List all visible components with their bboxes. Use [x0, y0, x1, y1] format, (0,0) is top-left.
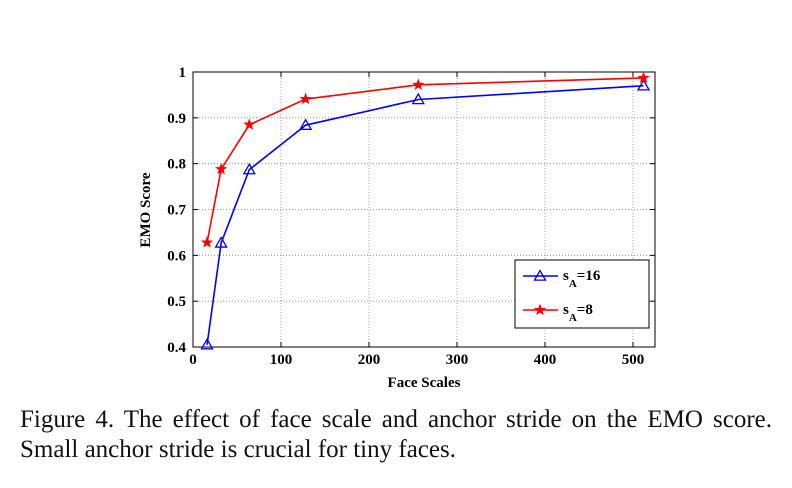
legend-marker [533, 269, 547, 281]
x-tick-label: 500 [622, 352, 645, 368]
legend-label: sA=8 [563, 302, 593, 324]
legend-marker [533, 303, 547, 316]
legend-box [514, 259, 650, 329]
data-point [411, 92, 425, 105]
series-line [206, 84, 644, 345]
series-line [206, 77, 644, 243]
y-tick-label: 0.5 [167, 294, 186, 310]
series-triangle [200, 78, 651, 350]
y-tick-label: 0.6 [167, 248, 186, 264]
x-tick-label: 100 [270, 352, 293, 368]
y-tick-label: 0.7 [167, 203, 186, 219]
data-point [214, 236, 228, 248]
data-point [637, 71, 650, 84]
series-star [201, 71, 650, 248]
y-axis-label: EMO Score [138, 172, 154, 247]
data-point [215, 162, 228, 175]
y-tick-label: 0.9 [167, 111, 186, 127]
x-tick-label: 200 [358, 352, 381, 368]
data-point [201, 236, 214, 248]
data-point [412, 78, 425, 90]
y-tick-label: 0.8 [167, 157, 186, 173]
axis-ticks: 0 100 200 300 400 500 0.4 0.5 0.6 0.7 0.8 0.9 1 [167, 65, 655, 368]
data-point [242, 162, 256, 175]
data-point [299, 118, 313, 130]
y-tick-label: 0.4 [167, 340, 186, 356]
x-tick-label: 400 [534, 352, 557, 368]
data-point [299, 92, 312, 105]
chart: 0 100 200 300 400 500 0.4 0.5 0.6 0.7 0.8 0.9 1 Face… [138, 65, 656, 391]
x-axis-label: Face Scales [388, 375, 461, 391]
data-point [636, 78, 651, 91]
series-layer [200, 71, 651, 350]
x-tick-label: 300 [446, 352, 469, 368]
figure-caption: Figure 4. The effect of face scale and a… [20, 406, 772, 463]
x-tick-label: 0 [189, 352, 197, 368]
legend: sA=16 sA=8 [514, 259, 650, 329]
y-tick-label: 1 [179, 65, 187, 81]
legend-label: sA=16 [563, 268, 601, 290]
data-point [243, 118, 256, 130]
data-point [200, 337, 214, 350]
